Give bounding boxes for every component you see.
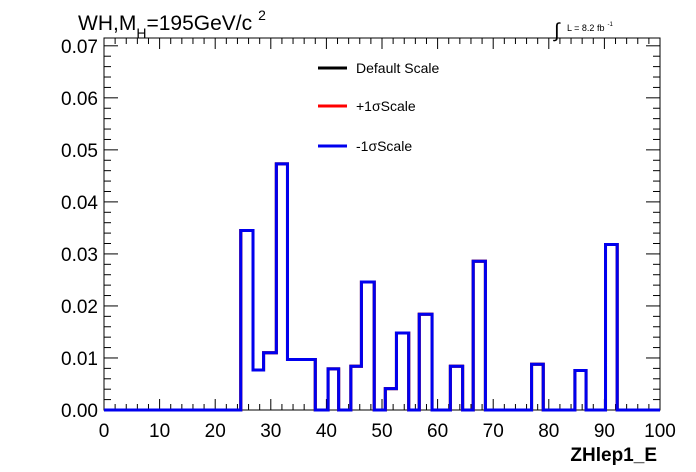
title-prefix: WH,M	[78, 12, 136, 35]
x-tick-label: 30	[260, 421, 281, 442]
x-tick-label: 20	[205, 421, 226, 442]
legend-label-minus1sigma: -1σScale	[356, 138, 412, 154]
chart-title: WH,MH=195GeV/c 2	[78, 7, 266, 41]
x-tick-label: 100	[644, 421, 676, 442]
x-tick-label: 80	[538, 421, 559, 442]
y-tick-label: 0.06	[61, 89, 98, 110]
luminosity-text: L = 8.2 fb	[567, 23, 604, 33]
y-tick-label: 0.03	[61, 245, 98, 266]
x-tick-label: 60	[427, 421, 448, 442]
y-tick-label: 0.05	[61, 141, 98, 162]
title-mid: =195GeV/c	[146, 12, 252, 35]
legend: Default Scale +1σScale -1σScale	[318, 60, 439, 154]
y-tick-label: 0.00	[61, 401, 98, 422]
x-tick-label: 40	[316, 421, 337, 442]
y-tick-label: 0.04	[61, 193, 98, 214]
x-tick-label: 70	[483, 421, 504, 442]
y-tick-label: 0.02	[61, 297, 98, 318]
legend-label-default: Default Scale	[356, 60, 439, 76]
x-axis-title: ZHlep1_E	[570, 445, 657, 466]
luminosity-integral: ∫	[553, 20, 561, 42]
x-tick-label: 0	[99, 421, 110, 442]
y-tick-label: 0.07	[61, 37, 98, 58]
y-tick-label: 0.01	[61, 349, 98, 370]
series-layer	[104, 162, 660, 412]
luminosity-label: L = 8.2 fb -1	[567, 22, 613, 33]
legend-label-plus1sigma: +1σScale	[356, 98, 416, 114]
x-tick-label: 50	[371, 421, 392, 442]
title-superscript: 2	[258, 7, 266, 23]
title-subscript: H	[136, 25, 146, 41]
series-line-minus1sigma	[104, 162, 660, 412]
x-tick-label: 10	[149, 421, 170, 442]
luminosity-superscript: -1	[607, 22, 613, 28]
x-tick-label: 90	[594, 421, 615, 442]
